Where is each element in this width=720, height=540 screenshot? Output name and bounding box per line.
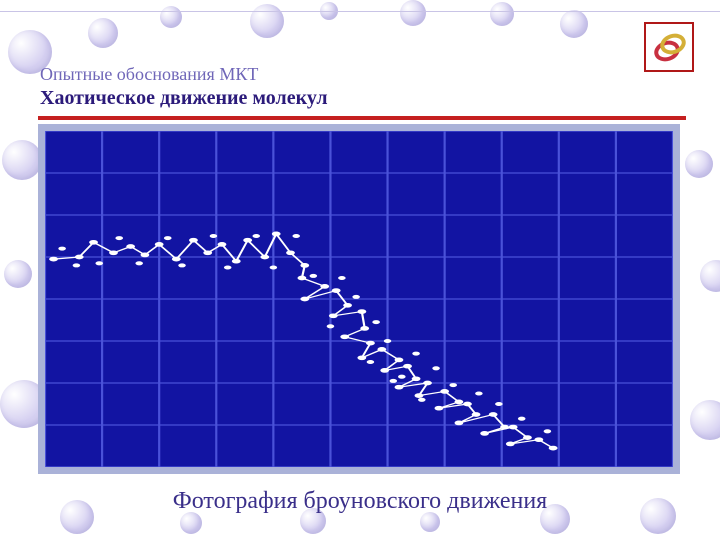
kicker-text: Опытные обоснования МКТ <box>40 64 328 85</box>
chart-caption: Фотография броуновского движения <box>0 488 720 515</box>
bubble <box>88 18 118 48</box>
bubble <box>2 140 42 180</box>
bubble <box>4 260 32 288</box>
top-hairline <box>0 11 720 12</box>
brownian-chart <box>45 131 673 467</box>
bubble <box>700 260 720 292</box>
subtitle-text: Хаотическое движение молекул <box>40 87 328 110</box>
chart-frame <box>38 124 680 474</box>
bubble <box>690 400 720 440</box>
bubble <box>420 512 440 532</box>
bubble <box>180 512 202 534</box>
corner-logo <box>644 22 694 72</box>
red-divider <box>38 116 686 120</box>
bubble <box>250 4 284 38</box>
bubble <box>400 0 426 26</box>
bubble <box>160 6 182 28</box>
bubble <box>490 2 514 26</box>
bubble <box>560 10 588 38</box>
title-block: Опытные обоснования МКТ Хаотическое движ… <box>40 64 328 110</box>
bubble <box>685 150 713 178</box>
